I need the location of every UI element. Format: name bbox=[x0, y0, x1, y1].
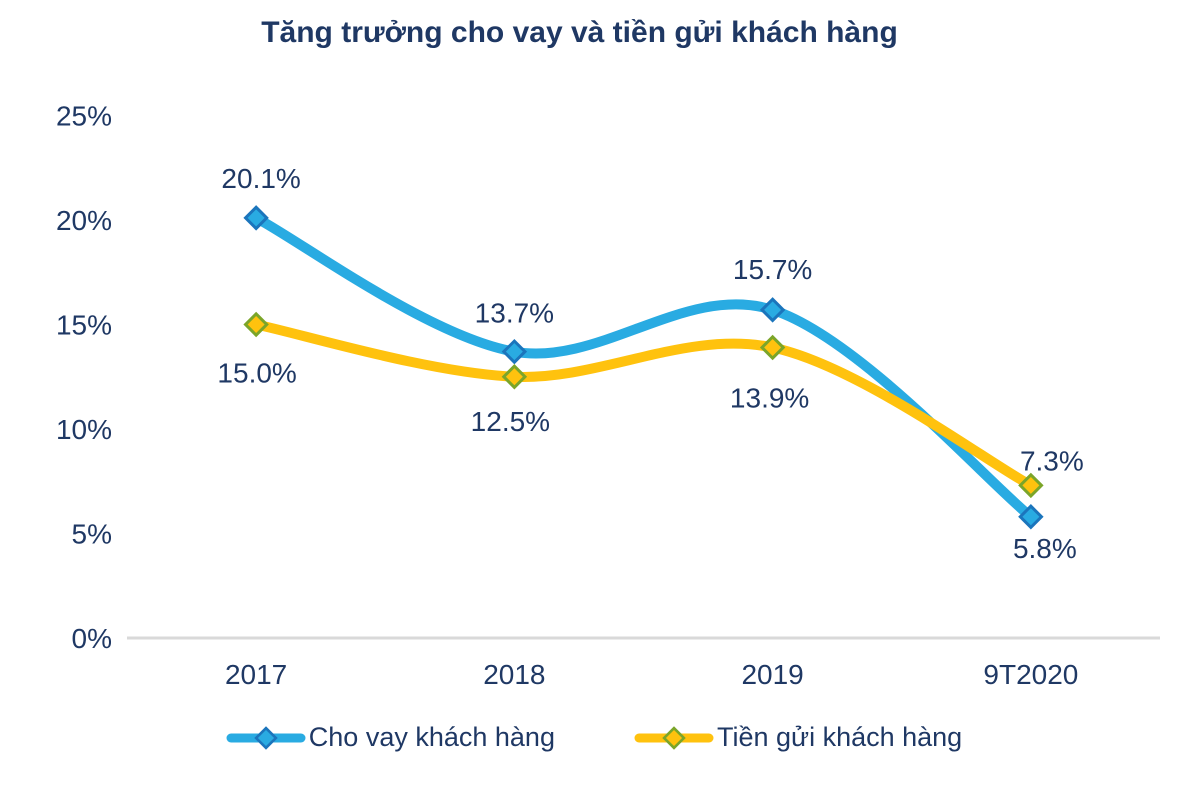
chart-title: Tăng trưởng cho vay và tiền gửi khách hà… bbox=[261, 16, 898, 49]
data-point-marker-diamond-icon bbox=[1018, 472, 1044, 499]
data-point-marker-diamond-icon bbox=[501, 338, 528, 365]
y-axis-tick-label: 20% bbox=[56, 205, 112, 236]
data-point-label: 12.5% bbox=[471, 406, 550, 437]
y-axis-tick-label: 5% bbox=[72, 519, 112, 550]
series-line-0 bbox=[251, 212, 1036, 522]
data-point-label: 7.3% bbox=[1020, 445, 1084, 476]
x-axis-tick-label: 9T2020 bbox=[983, 659, 1078, 690]
data-point-label: 15.0% bbox=[217, 358, 296, 389]
y-axis-tick-label: 25% bbox=[56, 101, 112, 132]
data-point-marker-diamond-icon bbox=[243, 311, 269, 338]
y-axis-tick-label: 0% bbox=[72, 623, 112, 654]
legend: Cho vay khách hàng Tiền gửi khách hàng bbox=[0, 722, 1187, 753]
x-axis-tick-label: 2017 bbox=[225, 659, 287, 690]
data-point-label: 5.8% bbox=[1013, 533, 1077, 564]
legend-swatch-line-diamond-icon bbox=[634, 725, 714, 750]
data-point-marker-diamond-icon bbox=[759, 297, 786, 323]
y-axis-tick-label: 10% bbox=[56, 414, 112, 445]
legend-swatch-line-diamond-icon bbox=[226, 725, 306, 750]
x-axis-tick-label: 2019 bbox=[741, 659, 803, 690]
series-line-1 bbox=[251, 319, 1036, 491]
x-axis-tick-label: 2018 bbox=[483, 659, 545, 690]
y-axis-tick-label: 15% bbox=[56, 310, 112, 341]
data-point-label: 15.7% bbox=[733, 254, 812, 285]
legend-label: Cho vay khách hàng bbox=[308, 722, 555, 752]
data-point-label: 20.1% bbox=[221, 163, 300, 194]
data-point-label: 13.7% bbox=[475, 298, 554, 329]
data-point-marker-diamond-icon bbox=[759, 334, 786, 361]
data-point-label: 13.9% bbox=[730, 382, 809, 413]
legend-item-cho-vay: Cho vay khách hàng bbox=[225, 722, 555, 753]
data-point-marker-diamond-icon bbox=[501, 364, 528, 390]
legend-item-tien-gui: Tiền gửi khách hàng bbox=[633, 722, 962, 753]
data-point-marker-diamond-icon bbox=[243, 205, 269, 231]
data-point-marker-diamond-icon bbox=[1018, 504, 1044, 530]
legend-label: Tiền gửi khách hàng bbox=[716, 722, 963, 752]
